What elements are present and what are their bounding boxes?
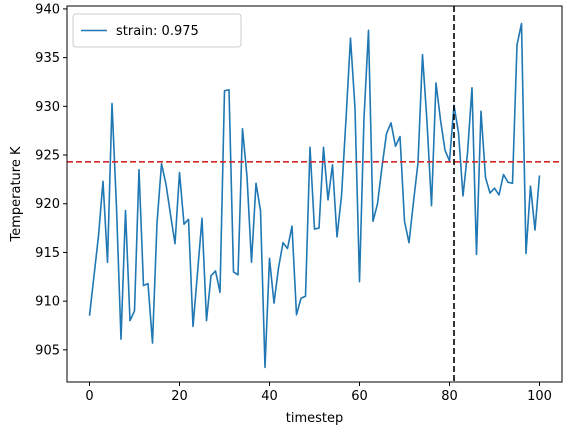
x-tick-label: 100 xyxy=(527,389,552,404)
axes-frame xyxy=(66,5,563,383)
y-tick-label: 915 xyxy=(35,246,60,261)
legend: strain: 0.975 xyxy=(72,13,242,48)
y-tick-label: 905 xyxy=(35,343,60,358)
y-tick-label: 925 xyxy=(35,149,60,164)
x-axis-label: timestep xyxy=(286,411,344,426)
y-tick-label: 910 xyxy=(35,295,60,310)
y-tick-label: 940 xyxy=(35,2,60,17)
y-tick-label: 935 xyxy=(35,51,60,66)
y-tick-label: 920 xyxy=(35,197,60,212)
legend-label: strain: 0.975 xyxy=(116,24,199,39)
axis-ticks: 0 20 40 60 80 100 905 910 915 920 925 930 935 940 xyxy=(35,2,552,404)
y-axis-label: Temperature K xyxy=(9,146,24,242)
legend-box xyxy=(72,13,242,48)
x-tick-label: 40 xyxy=(261,389,278,404)
x-tick-label: 20 xyxy=(171,389,188,404)
x-tick-label: 80 xyxy=(441,389,458,404)
data-layer xyxy=(67,6,562,382)
series-line-0 xyxy=(88,22,541,369)
x-tick-label: 0 xyxy=(85,389,93,404)
y-tick-label: 930 xyxy=(35,100,60,115)
x-tick-label: 60 xyxy=(351,389,368,404)
plot-area xyxy=(67,6,562,382)
